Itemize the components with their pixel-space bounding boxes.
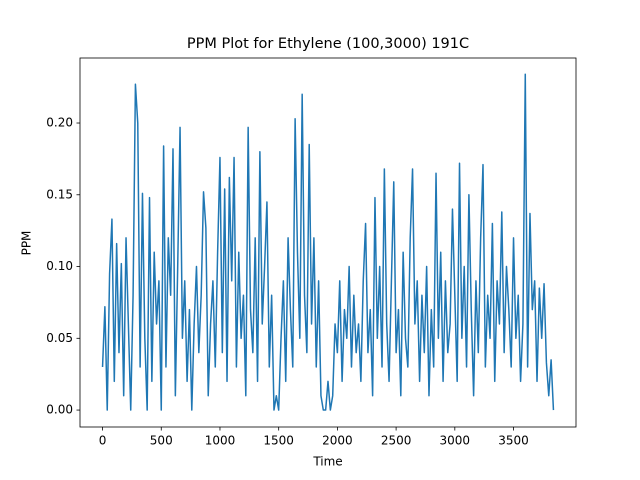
- y-axis-label: PPM: [20, 231, 34, 256]
- y-tick-label: 0.00: [46, 403, 73, 417]
- x-tick-label: 3500: [498, 434, 529, 448]
- y-tick-label: 0.05: [46, 331, 73, 345]
- y-tick-label: 0.20: [46, 116, 73, 130]
- x-tick-label: 500: [150, 434, 173, 448]
- plot-frame: [79, 57, 577, 428]
- x-axis-label: Time: [312, 455, 342, 469]
- y-tick-label: 0.10: [46, 259, 73, 273]
- x-tick-label: 0: [99, 434, 107, 448]
- data-line: [101, 73, 555, 411]
- x-tick-label: 1000: [205, 434, 236, 448]
- y-tick-label: 0.15: [46, 187, 73, 201]
- x-tick-label: 2000: [322, 434, 353, 448]
- chart-title: PPM Plot for Ethylene (100,3000) 191C: [187, 36, 469, 52]
- x-tick-label: 3000: [440, 434, 471, 448]
- x-tick-label: 2500: [381, 434, 412, 448]
- x-tick-label: 1500: [263, 434, 294, 448]
